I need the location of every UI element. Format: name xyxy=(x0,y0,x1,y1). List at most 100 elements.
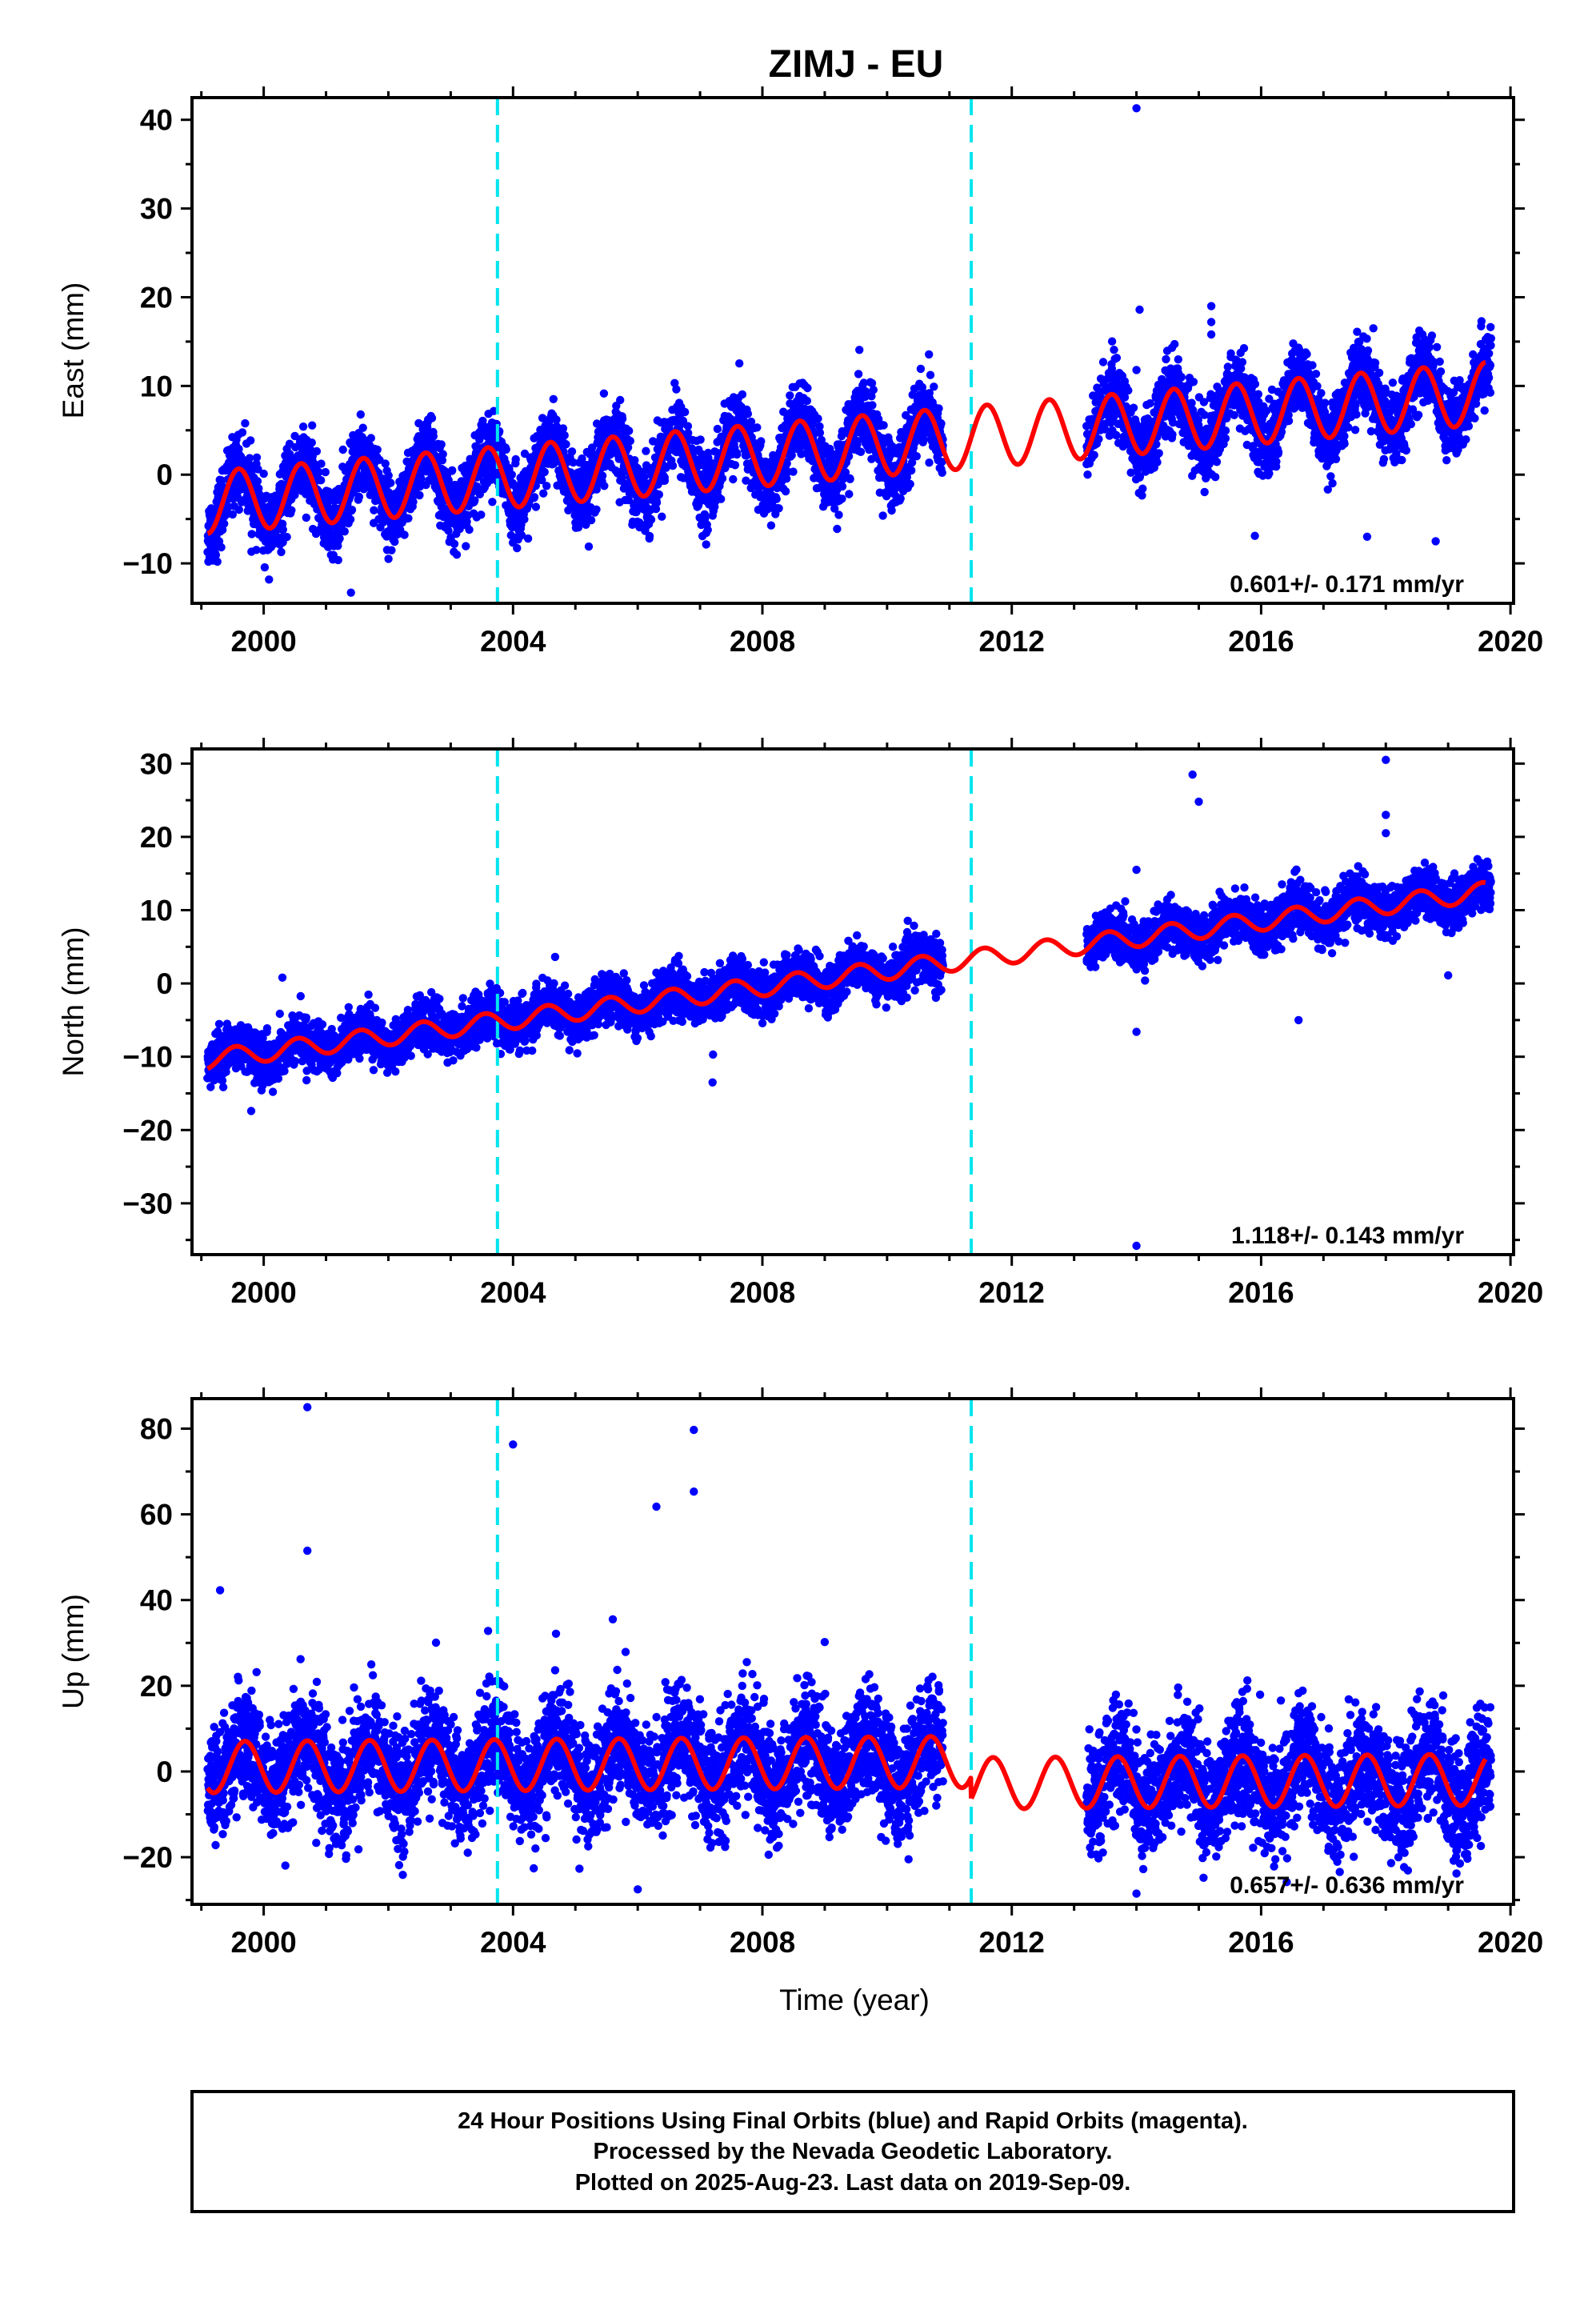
data-point xyxy=(626,436,634,446)
data-point xyxy=(1107,337,1117,346)
data-point xyxy=(252,453,262,462)
data-point xyxy=(815,428,825,438)
data-point xyxy=(1110,346,1118,354)
data-point xyxy=(335,534,344,543)
data-point xyxy=(338,445,347,454)
data-point xyxy=(592,505,601,514)
data-point xyxy=(253,477,262,486)
data-point xyxy=(569,458,578,467)
data-point xyxy=(1284,416,1294,426)
data-point xyxy=(1094,434,1103,443)
data-point xyxy=(366,434,375,442)
data-point xyxy=(523,534,533,543)
data-point xyxy=(1200,487,1209,497)
data-point xyxy=(538,475,546,485)
data-point xyxy=(781,486,790,496)
data-point xyxy=(833,524,842,534)
data-point xyxy=(567,447,577,456)
data-point xyxy=(618,414,627,423)
data-point xyxy=(448,466,457,474)
data-point xyxy=(265,575,274,584)
data-point xyxy=(772,494,781,503)
data-point xyxy=(386,478,395,487)
data-point xyxy=(254,465,262,474)
data-point xyxy=(358,423,367,432)
data-point xyxy=(1124,386,1133,395)
data-point xyxy=(317,476,326,485)
data-point xyxy=(730,461,740,470)
data-point xyxy=(856,447,866,456)
data-point xyxy=(211,550,221,559)
data-point xyxy=(287,506,296,514)
data-point xyxy=(346,515,355,524)
data-point xyxy=(417,474,426,483)
data-point xyxy=(444,475,453,485)
data-point xyxy=(539,489,548,498)
data-point xyxy=(462,542,470,550)
data-point xyxy=(356,410,365,419)
data-point xyxy=(511,454,520,464)
data-point xyxy=(1112,354,1122,362)
data-point xyxy=(1162,354,1170,364)
data-point xyxy=(238,428,247,437)
data-point xyxy=(1153,458,1162,466)
data-point xyxy=(513,543,522,553)
data-point xyxy=(478,416,487,426)
data-point xyxy=(400,530,409,539)
data-point xyxy=(1274,447,1283,457)
data-point xyxy=(234,444,243,454)
data-point xyxy=(506,530,515,540)
data-point xyxy=(926,370,935,379)
data-point xyxy=(696,435,705,444)
data-point xyxy=(1212,458,1222,466)
data-point xyxy=(600,482,609,490)
data-point xyxy=(1098,358,1108,366)
data-point xyxy=(906,479,914,489)
data-point xyxy=(217,542,226,552)
data-point xyxy=(290,490,299,499)
data-point xyxy=(314,467,323,477)
data-point xyxy=(1154,449,1163,458)
data-point xyxy=(234,505,243,514)
data-point xyxy=(370,506,378,514)
data-point xyxy=(868,401,877,410)
data-point xyxy=(934,404,943,413)
data-point xyxy=(599,389,609,398)
data-point xyxy=(713,424,722,434)
data-point xyxy=(1090,450,1098,459)
data-point xyxy=(1174,355,1183,364)
data-point xyxy=(803,383,812,393)
data-point xyxy=(340,527,349,536)
data-point xyxy=(517,530,526,540)
data-point xyxy=(429,432,438,441)
data-point xyxy=(937,419,946,428)
data-point xyxy=(802,396,811,406)
data-point xyxy=(549,394,558,403)
data-point xyxy=(520,514,529,524)
data-point xyxy=(702,540,710,549)
data-point xyxy=(241,418,250,428)
data-point xyxy=(616,395,625,405)
data-point xyxy=(854,370,863,378)
data-point xyxy=(845,490,854,498)
data-point xyxy=(925,350,934,359)
data-point xyxy=(814,414,822,423)
data-point xyxy=(298,422,308,431)
data-point xyxy=(930,382,938,391)
data-point xyxy=(473,483,482,492)
data-point xyxy=(625,426,634,435)
data-point xyxy=(919,435,929,444)
data-point xyxy=(1254,390,1263,398)
data-point xyxy=(774,504,783,513)
data-point xyxy=(757,437,766,446)
data-point xyxy=(838,482,847,491)
data-point xyxy=(855,346,864,354)
data-point xyxy=(733,450,742,459)
data-point xyxy=(507,470,516,479)
data-points xyxy=(203,104,1496,597)
data-point xyxy=(586,515,596,525)
data-point xyxy=(743,410,753,418)
data-point xyxy=(465,525,474,534)
data-point xyxy=(450,539,459,548)
data-point xyxy=(1211,473,1220,482)
